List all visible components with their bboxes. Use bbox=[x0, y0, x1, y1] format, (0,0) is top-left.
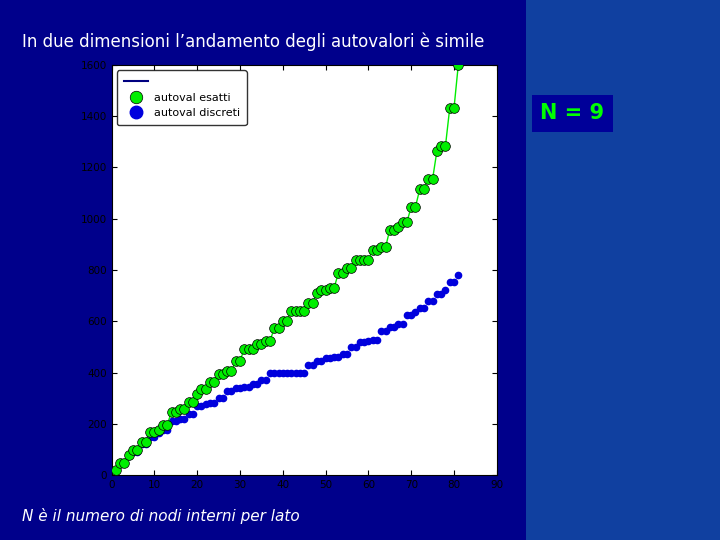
Text: N = 9: N = 9 bbox=[540, 103, 605, 124]
Polygon shape bbox=[283, 0, 720, 540]
Text: N è il numero di nodi interni per lato: N è il numero di nodi interni per lato bbox=[22, 508, 300, 524]
Legend: , autoval esatti, autoval discreti: , autoval esatti, autoval discreti bbox=[117, 70, 247, 125]
Text: In due dimensioni l’andamento degli autovalori è simile: In due dimensioni l’andamento degli auto… bbox=[22, 32, 484, 51]
